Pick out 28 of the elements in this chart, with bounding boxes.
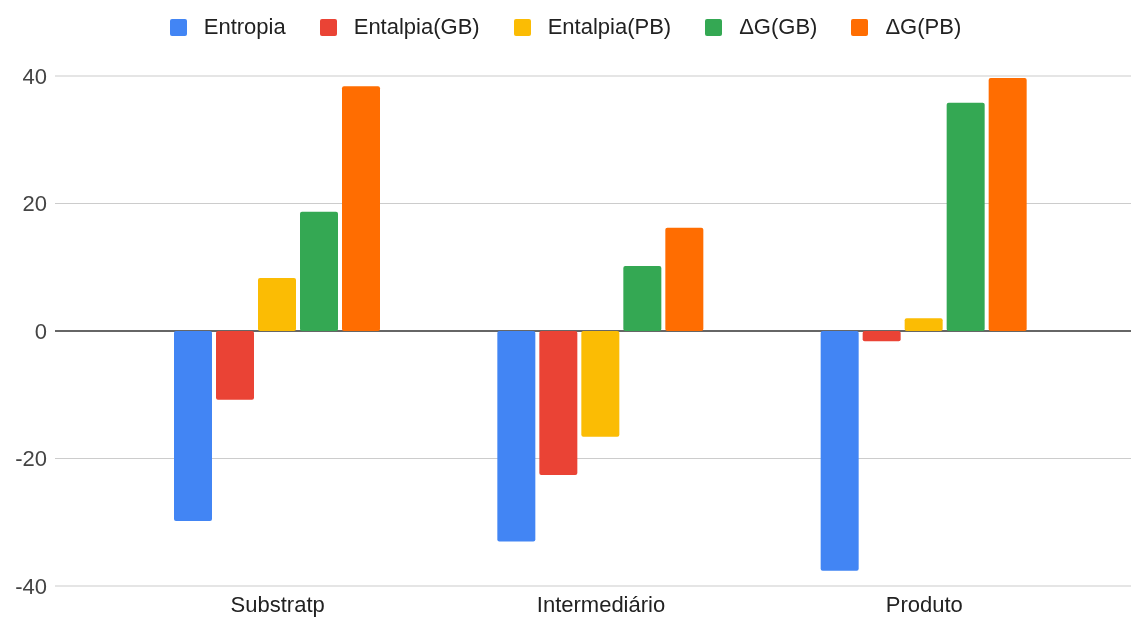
bar [862, 331, 901, 342]
x-tick-label: Substratp [230, 591, 325, 617]
bar [665, 227, 704, 331]
y-tick-label: -20 [15, 446, 47, 472]
bar [904, 318, 943, 331]
bar [342, 86, 380, 331]
bar [946, 102, 985, 331]
y-tick-label: 40 [22, 63, 47, 89]
bar [581, 331, 620, 437]
x-tick-label: Intermediário [536, 591, 666, 617]
bar [174, 331, 212, 521]
bar [300, 211, 338, 331]
bar [539, 331, 578, 476]
bar [216, 331, 254, 400]
bar [258, 278, 296, 331]
legend-label: Entalpia(PB) [547, 14, 672, 40]
bar [820, 331, 859, 571]
legend-label: Entalpia(GB) [353, 14, 480, 40]
legend-label: Entropia [203, 14, 286, 40]
x-tick-label: Produto [885, 591, 963, 617]
bar [497, 331, 536, 542]
bar [988, 77, 1027, 331]
bar [623, 265, 662, 331]
y-tick-label: 20 [22, 191, 47, 217]
legend-label: ΔG(GB) [739, 14, 818, 40]
legend-label: ΔG(PB) [885, 14, 962, 40]
y-tick-label: -40 [15, 573, 47, 599]
y-tick-label: 0 [34, 318, 47, 344]
